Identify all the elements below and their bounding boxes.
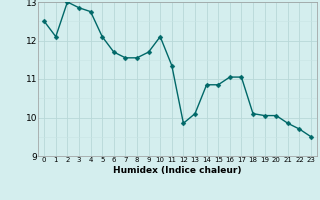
X-axis label: Humidex (Indice chaleur): Humidex (Indice chaleur)	[113, 166, 242, 175]
